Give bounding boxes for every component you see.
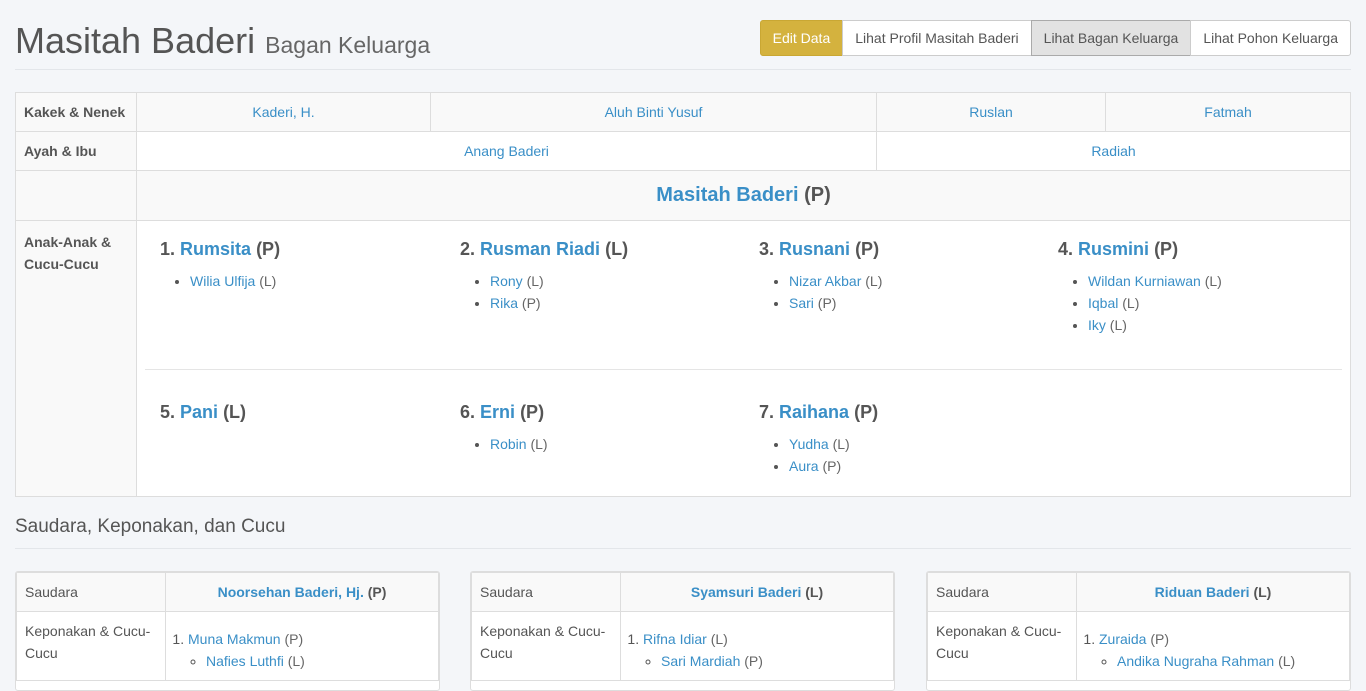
page-header: Masitah Baderi Bagan Keluarga Edit Data …	[15, 18, 1351, 70]
nephew-link[interactable]: Zuraida	[1099, 631, 1147, 647]
sibling-panel: Saudara Riduan Baderi (L) Keponakan & Cuc…	[926, 571, 1351, 691]
grandchild-link[interactable]: Rika	[490, 295, 519, 311]
child-link[interactable]: Rusnani	[779, 239, 851, 259]
child-link[interactable]: Rusmini	[1078, 239, 1150, 259]
grandchild-item: Nizar Akbar (L)	[789, 270, 1049, 292]
grandchild-item: Sari (P)	[789, 292, 1049, 314]
grandchild-link[interactable]: Iky	[1088, 317, 1106, 333]
grandchildren-list: Robin (L)	[460, 433, 750, 455]
mother-link[interactable]: Radiah	[1091, 143, 1136, 159]
grandchildren-list: Wilia Ulfija (L)	[160, 270, 450, 292]
self-link[interactable]: Masitah Baderi	[656, 184, 799, 206]
nephew-list: Muna Makmun (P)Nafies Luthfi (L)	[176, 628, 438, 672]
grandchild-link[interactable]: Rony	[490, 273, 523, 289]
grand-nephew-item: Nafies Luthfi (L)	[206, 650, 438, 672]
child-heading: 5. Pani (L)	[160, 402, 247, 422]
nephew-list: Rifna Idiar (L)Sari Mardiah (P)	[631, 628, 893, 672]
grandchild-item: Robin (L)	[490, 433, 750, 455]
grand-nephew-link[interactable]: Sari Mardiah	[661, 653, 741, 669]
nephew-label: Keponakan & Cucu-Cucu	[471, 611, 621, 681]
child-link[interactable]: Rusman Riadi	[480, 239, 601, 259]
family-chart-table: Kakek & Nenek Kaderi, H. Aluh Binti Yusu…	[15, 92, 1351, 497]
grandparents-label: Kakek & Nenek	[15, 92, 137, 132]
sibling-panel: Saudara Syamsuri Baderi (L) Keponakan & C…	[470, 571, 895, 691]
nephew-item: Rifna Idiar (L)Sari Mardiah (P)	[643, 628, 893, 672]
nephew-item: Zuraida (P)Andika Nugraha Rahman (L)	[1099, 628, 1349, 672]
divider	[145, 369, 1342, 370]
grandchild-item: Rony (L)	[490, 270, 750, 292]
child-heading: 6. Erni (P)	[460, 402, 545, 422]
view-profile-button[interactable]: Lihat Profil Masitah Baderi	[842, 20, 1032, 56]
grandchild-link[interactable]: Nizar Akbar	[789, 273, 862, 289]
grandchild-item: Yudha (L)	[789, 433, 1049, 455]
child-heading: 7. Raihana (P)	[759, 402, 879, 422]
grandchildren-list: Wildan Kurniawan (L)Iqbal (L)Iky (L)	[1058, 270, 1348, 336]
grandchild-link[interactable]: Sari	[789, 295, 814, 311]
nephew-list: Zuraida (P)Andika Nugraha Rahman (L)	[1087, 628, 1349, 672]
father-link[interactable]: Anang Baderi	[464, 143, 549, 159]
sibling-label: Saudara	[927, 572, 1077, 612]
child-heading: 1. Rumsita (P)	[160, 239, 281, 259]
grandparent-link[interactable]: Aluh Binti Yusuf	[604, 104, 703, 120]
action-buttons: Edit Data Lihat Profil Masitah Baderi Li…	[759, 20, 1351, 56]
grand-nephew-link[interactable]: Nafies Luthfi	[206, 653, 284, 669]
grandchild-link[interactable]: Wilia Ulfija	[190, 273, 256, 289]
grandchild-link[interactable]: Yudha	[789, 436, 829, 452]
grandchild-item: Iqbal (L)	[1088, 292, 1348, 314]
grandparent-link[interactable]: Fatmah	[1204, 104, 1252, 120]
page-title: Masitah Baderi Bagan Keluarga	[15, 20, 431, 61]
grandchild-link[interactable]: Iqbal	[1088, 295, 1119, 311]
siblings-section-title: Saudara, Keponakan, dan Cucu	[15, 516, 1351, 549]
nephew-label: Keponakan & Cucu-Cucu	[927, 611, 1077, 681]
grandchild-item: Aura (P)	[789, 455, 1049, 477]
child-link[interactable]: Pani	[180, 402, 219, 422]
child-entry: 4. Rusmini (P) Wildan Kurniawan (L)Iqbal …	[1058, 239, 1348, 336]
grandchild-link[interactable]: Aura	[789, 458, 819, 474]
sibling-link[interactable]: Riduan Baderi	[1154, 584, 1250, 600]
grandchild-link[interactable]: Robin	[490, 436, 527, 452]
view-family-chart-button[interactable]: Lihat Bagan Keluarga	[1030, 20, 1192, 56]
children-grid: 1. Rumsita (P) Wilia Ulfija (L) 2. Rusman …	[136, 220, 1351, 497]
grandchild-item: Rika (P)	[490, 292, 750, 314]
nephew-link[interactable]: Rifna Idiar	[643, 631, 707, 647]
child-link[interactable]: Raihana	[779, 402, 850, 422]
child-heading: 4. Rusmini (P)	[1058, 239, 1179, 259]
grandchildren-list: Yudha (L)Aura (P)	[759, 433, 1049, 477]
child-link[interactable]: Erni	[480, 402, 516, 422]
child-link[interactable]: Rumsita	[180, 239, 252, 259]
grandparent-link[interactable]: Kaderi, H.	[252, 104, 315, 120]
grand-nephew-link[interactable]: Andika Nugraha Rahman	[1117, 653, 1275, 669]
grand-nephew-item: Andika Nugraha Rahman (L)	[1117, 650, 1349, 672]
grandchild-item: Wildan Kurniawan (L)	[1088, 270, 1348, 292]
sibling-label: Saudara	[16, 572, 166, 612]
grandchildren-list: Rony (L)Rika (P)	[460, 270, 750, 314]
sibling-link[interactable]: Noorsehan Baderi, Hj.	[217, 584, 364, 600]
nephew-item: Muna Makmun (P)Nafies Luthfi (L)	[188, 628, 438, 672]
sibling-link[interactable]: Syamsuri Baderi	[690, 584, 802, 600]
child-heading: 2. Rusman Riadi (L)	[460, 239, 629, 259]
sibling-panel: Saudara Noorsehan Baderi, Hj. (P) Keponak…	[15, 571, 440, 691]
parents-label: Ayah & Ibu	[15, 131, 137, 171]
child-entry: 7. Raihana (P) Yudha (L)Aura (P)	[759, 402, 1049, 477]
child-heading: 3. Rusnani (P)	[759, 239, 880, 259]
child-entry: 5. Pani (L)	[160, 402, 450, 433]
page-subtitle: Bagan Keluarga	[265, 32, 431, 58]
view-family-tree-button[interactable]: Lihat Pohon Keluarga	[1190, 20, 1351, 56]
edit-data-button[interactable]: Edit Data	[759, 20, 844, 56]
grandchild-item: Wilia Ulfija (L)	[190, 270, 450, 292]
child-entry: 2. Rusman Riadi (L) Rony (L)Rika (P)	[460, 239, 750, 314]
child-entry: 1. Rumsita (P) Wilia Ulfija (L)	[160, 239, 450, 292]
grandchild-item: Iky (L)	[1088, 314, 1348, 336]
grandparent-link[interactable]: Ruslan	[969, 104, 1013, 120]
grand-nephew-item: Sari Mardiah (P)	[661, 650, 893, 672]
grandchild-link[interactable]: Wildan Kurniawan	[1088, 273, 1201, 289]
children-label: Anak-Anak & Cucu-Cucu	[15, 220, 137, 497]
grandchildren-list: Nizar Akbar (L)Sari (P)	[759, 270, 1049, 314]
child-entry: 3. Rusnani (P) Nizar Akbar (L)Sari (P)	[759, 239, 1049, 314]
nephew-link[interactable]: Muna Makmun	[188, 631, 281, 647]
self-person: Masitah Baderi (P)	[136, 170, 1351, 221]
child-entry: 6. Erni (P) Robin (L)	[460, 402, 750, 455]
nephew-label: Keponakan & Cucu-Cucu	[16, 611, 166, 681]
sibling-label: Saudara	[471, 572, 621, 612]
